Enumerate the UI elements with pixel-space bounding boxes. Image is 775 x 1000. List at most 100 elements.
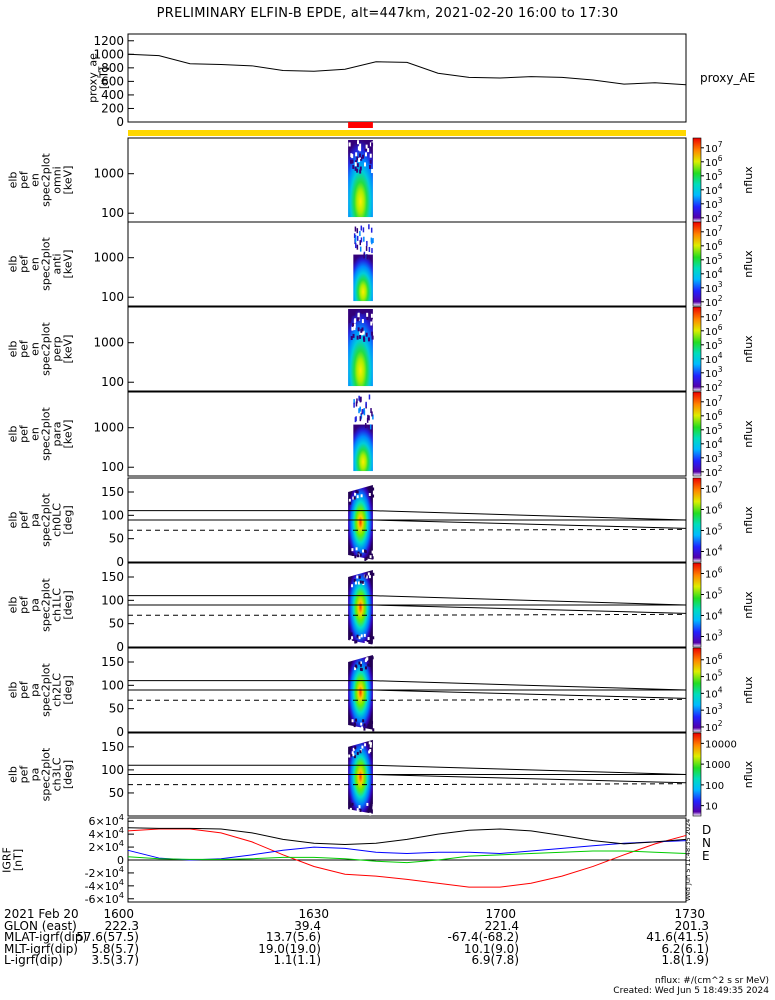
anti-loss-cone-line xyxy=(372,689,687,699)
colorbar-tick-label: 106 xyxy=(705,408,723,423)
speckle xyxy=(354,664,357,668)
ylabel-line: [keV] xyxy=(62,335,75,364)
pitch-angle-block xyxy=(348,739,373,814)
colorbar-tick-label: 102 xyxy=(705,379,723,394)
speckle xyxy=(371,331,374,336)
footer-row-label: L-igrf(dip) xyxy=(4,953,63,967)
speckle xyxy=(354,226,357,232)
speckle xyxy=(359,231,361,237)
colorbar-zlabel: nflux xyxy=(742,166,755,194)
speckle xyxy=(358,153,361,158)
ylabel-line: pef xyxy=(18,595,31,614)
colorbar-zlabel: nflux xyxy=(742,335,755,363)
speckle xyxy=(371,721,374,725)
ytick-label: 0 xyxy=(116,725,124,739)
speckle xyxy=(361,726,364,730)
colorbar-zlabel: nflux xyxy=(742,506,755,534)
ytick-label: 100 xyxy=(101,678,124,692)
ylabel-line: [keV] xyxy=(62,166,75,195)
speckle xyxy=(366,417,369,423)
colorbar-tick-label: 107 xyxy=(705,481,723,496)
ylabel-line: spec2plot xyxy=(40,663,53,717)
speckle xyxy=(372,804,375,808)
ylabel-line: pef xyxy=(18,424,31,443)
ylabel-line: ch2LC xyxy=(51,673,64,707)
speckle xyxy=(363,253,365,259)
speckle xyxy=(372,572,375,576)
speckle xyxy=(349,159,352,164)
speckle xyxy=(354,492,357,496)
speckle xyxy=(353,402,355,408)
speckle xyxy=(372,487,375,491)
speckle xyxy=(363,633,366,637)
speckle xyxy=(366,315,369,320)
colorbar-tick-label: 102 xyxy=(705,719,723,734)
colorbar-tick-label: 104 xyxy=(705,436,723,451)
spectrogram-panel: 50 100 150 xyxy=(101,732,687,817)
coverage-bar-red xyxy=(348,122,373,128)
ae-ytick-label: 600 xyxy=(101,74,124,88)
dashed-loss-cone-line xyxy=(128,528,687,531)
pitch-angle-block xyxy=(348,570,373,645)
speckle xyxy=(351,584,354,588)
anti-loss-cone-line xyxy=(372,774,687,784)
speckle xyxy=(363,309,366,314)
pitch-angle-block xyxy=(348,655,373,730)
ylabel-line: pa xyxy=(29,598,42,612)
colorbar-tick-label: 104 xyxy=(705,544,723,559)
speckle xyxy=(369,744,372,748)
footer-row-label: MLT-igrf(dip) xyxy=(4,941,78,956)
speckle xyxy=(356,808,359,812)
ylabel-line: spec2plot xyxy=(40,747,53,801)
colorbar-tick-label: 107 xyxy=(705,394,723,409)
colorbar-zlabel: nflux xyxy=(742,591,755,619)
speckle xyxy=(367,723,370,727)
ylabel-line: elb xyxy=(7,172,20,189)
ylabel-line: elb xyxy=(7,341,20,358)
colorbar-tick-label: 100 xyxy=(705,781,724,792)
coverage-bar-yellow xyxy=(128,130,686,136)
speckle xyxy=(354,166,357,171)
speckle xyxy=(367,414,369,420)
speckle xyxy=(357,313,360,318)
ytick-label: 100 xyxy=(101,508,124,522)
igrf-legend-d: D xyxy=(702,823,711,837)
speckle xyxy=(361,580,364,584)
speckle xyxy=(368,493,371,497)
speckle xyxy=(370,313,373,318)
speckle xyxy=(366,240,368,246)
ytick-label: 100 xyxy=(101,763,124,777)
colorbar-tick-label: 103 xyxy=(705,702,723,717)
colorbar-zlabel: nflux xyxy=(742,760,755,788)
igrf-side-stamp: Wed Jun 5 11:48:35 2024 xyxy=(684,819,692,901)
colorbar-tick-label: 105 xyxy=(705,422,723,437)
ytick-label: 50 xyxy=(109,786,124,800)
footer-value: 222.3 xyxy=(104,918,139,933)
speckle xyxy=(360,309,363,314)
speckle xyxy=(353,722,356,726)
speckle xyxy=(365,556,368,560)
ytick-label: 1000 xyxy=(93,251,124,265)
speckle xyxy=(351,326,354,331)
speckle xyxy=(351,751,354,755)
colorbar-zlabel: nflux xyxy=(742,676,755,704)
speckle xyxy=(356,634,359,638)
speckle xyxy=(354,640,357,644)
ylabel-line: elb xyxy=(7,426,20,443)
ylabel-line: elb xyxy=(7,682,20,699)
speckle xyxy=(356,490,359,494)
colorbar-tick-label: 106 xyxy=(705,652,723,667)
spectrogram-panel: 100 1000 xyxy=(93,391,687,477)
ylabel-line: IGRF xyxy=(1,847,14,873)
speckle xyxy=(353,496,356,500)
created-stamp: Created: Wed Jun 5 18:49:35 2024 xyxy=(613,986,769,996)
speckle xyxy=(355,152,358,157)
colorbar-tick-label: 106 xyxy=(705,502,723,517)
footer-value: 1600 xyxy=(103,907,134,921)
speckle xyxy=(371,142,374,147)
ylabel-line: ch1LC xyxy=(51,588,64,622)
speckle xyxy=(351,802,354,806)
ylabel-line: [deg] xyxy=(62,590,75,619)
